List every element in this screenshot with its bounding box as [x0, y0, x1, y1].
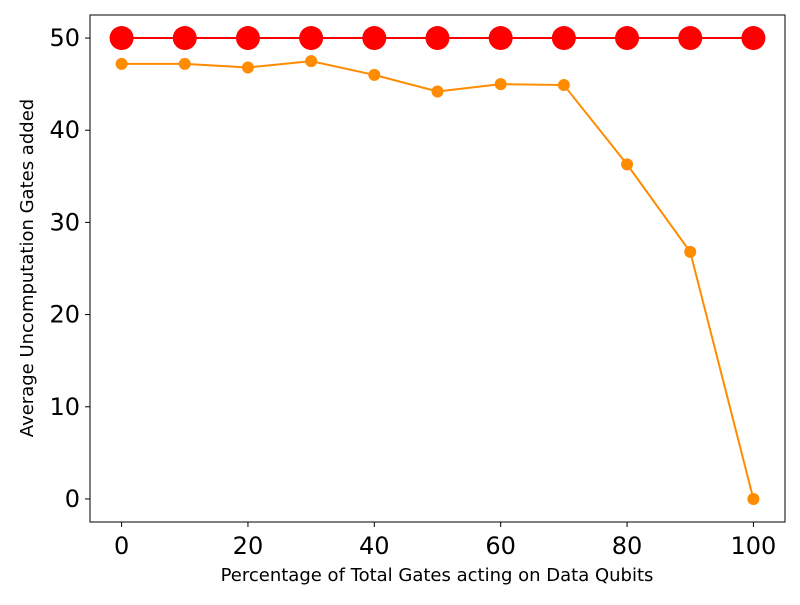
series-2-point [621, 158, 634, 171]
series-1-point [425, 26, 450, 51]
series-2-point [241, 61, 254, 74]
x-tick-label: 20 [233, 532, 264, 560]
y-tick-label: 40 [49, 116, 80, 144]
plot-background [90, 15, 785, 522]
y-tick-label: 10 [49, 393, 80, 421]
series-2-point [305, 55, 318, 68]
y-axis-label: Average Uncomputation Gates added [17, 99, 38, 437]
series-1-point [551, 26, 576, 51]
series-2-point [494, 78, 507, 91]
series-1-point [109, 26, 134, 51]
series-1-point [488, 26, 513, 51]
series-1-point [362, 26, 387, 51]
series-2-point [431, 85, 444, 98]
series-layer [109, 26, 766, 505]
y-tick-label: 20 [49, 301, 80, 329]
series-1-point [299, 26, 324, 51]
series-2-point [557, 79, 570, 92]
x-tick-label: 60 [485, 532, 516, 560]
series-1-point [235, 26, 260, 51]
y-tick-label: 30 [49, 208, 80, 236]
y-axis-ticks: 0 10 20 30 40 50 [49, 24, 90, 513]
series-1-point [678, 26, 703, 51]
y-tick-label: 0 [65, 485, 80, 513]
series-2-point [115, 57, 128, 70]
x-tick-label: 100 [731, 532, 777, 560]
series-1-point [615, 26, 640, 51]
series-1-point [172, 26, 197, 51]
x-tick-label: 0 [114, 532, 129, 560]
series-1-point [741, 26, 766, 51]
series-2-point [684, 245, 697, 258]
series-2-point [747, 492, 760, 505]
series-2-point [368, 68, 381, 81]
plot-frame [89, 14, 786, 523]
x-axis-ticks: 0 20 40 60 80 100 [114, 522, 776, 560]
x-tick-label: 40 [359, 532, 390, 560]
y-tick-label: 50 [49, 24, 80, 52]
x-tick-label: 80 [612, 532, 643, 560]
series-2-point [178, 57, 191, 70]
x-axis-label: Percentage of Total Gates acting on Data… [221, 565, 654, 586]
